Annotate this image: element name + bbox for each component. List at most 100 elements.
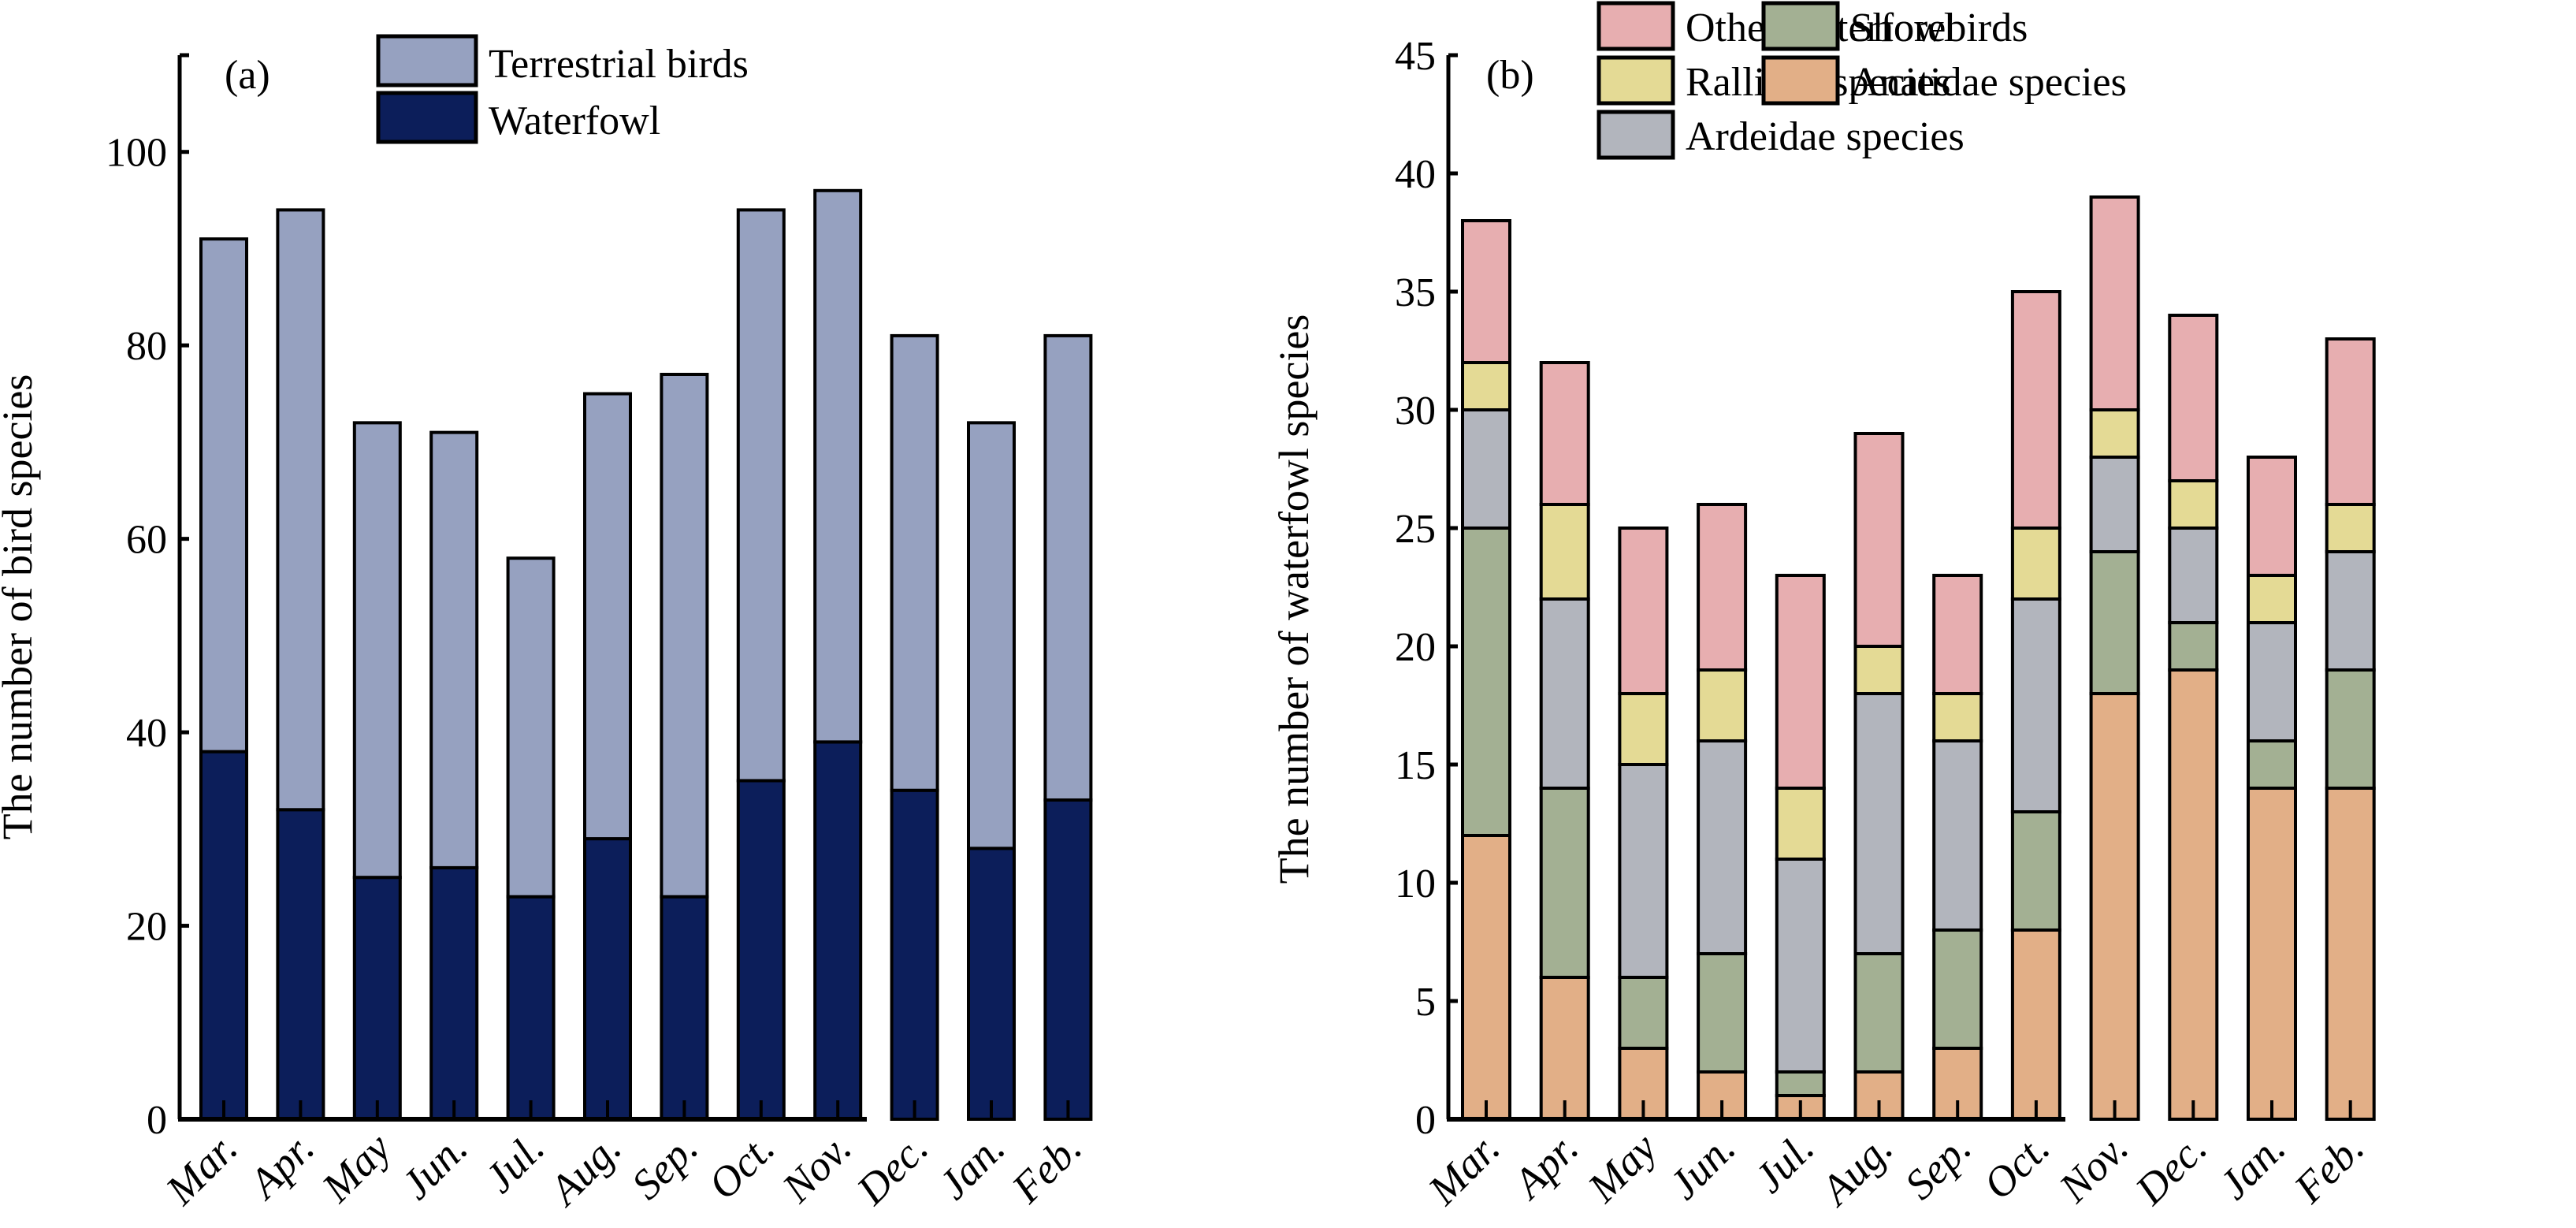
bar-stack-nov (813, 188, 863, 1121)
bar-segment-shorebirds-dec (2168, 621, 2219, 672)
x-tick-label: May (312, 1124, 400, 1211)
bar-stack-mar (1461, 219, 1511, 1121)
legend-label: Ardeidae species (1686, 114, 1965, 159)
bar-segment-anatidae-species-mar (1461, 834, 1511, 1121)
bar-segment-other-waterfowl-jan (2247, 456, 2297, 577)
bar-segment-rallidae-species-sep (1932, 692, 1983, 742)
legend-label: Waterfowl (489, 99, 660, 143)
bar-stack-jun (429, 430, 479, 1121)
y-tick-label: 20 (126, 905, 167, 950)
x-tick-label: Apr. (239, 1124, 323, 1208)
legend-swatch (376, 34, 478, 87)
bar-segment-anatidae-species-feb (2325, 787, 2376, 1121)
bar-segment-terrestrial-birds-nov (813, 188, 863, 744)
x-tick-label: Jan. (2210, 1124, 2294, 1208)
bar-segment-ardeidae-species-sep (1932, 739, 1983, 932)
bar-segment-anatidae-species-oct (2010, 928, 2061, 1121)
bar-stack-apr (276, 208, 325, 1121)
bar-stack-jun (1697, 503, 1748, 1121)
bar-stack-apr (1539, 361, 1590, 1121)
legend-label: Terrestrial birds (489, 42, 749, 87)
legend-swatch (1597, 55, 1675, 106)
bar-segment-waterfowl-aug (583, 837, 632, 1122)
bar-stack-feb (1043, 333, 1093, 1121)
x-tick-label: Feb. (2284, 1124, 2373, 1212)
bar-stack-may (1618, 527, 1669, 1121)
y-tick-label: 15 (1395, 743, 1436, 788)
bar-segment-rallidae-species-nov (2089, 408, 2140, 459)
bar-segment-ardeidae-species-apr (1539, 597, 1590, 790)
bar-segment-rallidae-species-may (1618, 692, 1669, 766)
bar-stack-jan (2247, 456, 2297, 1121)
bar-segment-terrestrial-birds-feb (1043, 333, 1093, 802)
bar-segment-waterfowl-may (352, 876, 402, 1121)
panel-b-label: (b) (1486, 53, 1534, 98)
bar-segment-rallidae-species-mar (1461, 361, 1511, 411)
bar-segment-waterfowl-dec (890, 788, 939, 1122)
y-tick-label: 5 (1415, 980, 1436, 1025)
y-tick-label: 80 (126, 324, 167, 369)
x-tick-label: Oct. (699, 1124, 783, 1208)
x-tick-label: Jul. (475, 1124, 553, 1202)
bar-segment-ardeidae-species-nov (2089, 456, 2140, 553)
x-tick-label: Jan. (929, 1124, 1013, 1208)
bar-segment-ardeidae-species-may (1618, 763, 1669, 979)
x-tick-label: Jun. (392, 1124, 477, 1208)
bar-stack-jul (1775, 574, 1826, 1121)
bar-segment-waterfowl-jan (967, 847, 1016, 1121)
x-tick-label: Jun. (1660, 1124, 1744, 1208)
panel-b-waterfowl-species-chart: (b) The number of waterfowl species 0 5 10… (1270, 1, 2376, 1215)
legend-item-ardeidae-species: Ardeidae species (1597, 110, 1965, 160)
bar-stack-aug (1853, 432, 1905, 1121)
bar-stack-sep (660, 373, 709, 1122)
bar-segment-anatidae-species-apr (1539, 976, 1590, 1121)
x-tick-label: May (1578, 1124, 1666, 1211)
panel-a-y-tick-labels: 0 20 40 60 80 100 (106, 131, 167, 1143)
bar-segment-waterfowl-sep (660, 895, 709, 1122)
bar-segment-anatidae-species-nov (2089, 692, 2140, 1121)
bar-segment-other-waterfowl-feb (2325, 337, 2376, 506)
bar-segment-terrestrial-birds-apr (276, 208, 325, 812)
bar-stack-oct (736, 208, 786, 1121)
y-tick-label: 40 (1395, 152, 1436, 197)
legend-swatch (1597, 1, 1675, 51)
bar-segment-waterfowl-jul (506, 895, 556, 1122)
panel-a-x-tick-labels: Mar.Apr.MayJun.Jul.Aug.Sep.Oct.Nov.Dec.J… (156, 1124, 1091, 1215)
bar-segment-ardeidae-species-oct (2010, 597, 2061, 813)
panel-b-axes (1446, 53, 2352, 1122)
bar-segment-waterfowl-jun (429, 865, 479, 1121)
bar-segment-rallidae-species-apr (1539, 503, 1590, 601)
bar-stack-feb (2325, 337, 2376, 1121)
bar-segment-other-waterfowl-aug (1853, 432, 1905, 648)
bar-stack-jul (506, 556, 556, 1122)
bar-segment-terrestrial-birds-oct (736, 208, 786, 783)
bar-segment-rallidae-species-oct (2010, 527, 2061, 601)
bar-segment-terrestrial-birds-aug (583, 392, 632, 841)
bar-stack-mar (199, 237, 248, 1121)
x-tick-label: Dec. (2126, 1124, 2216, 1214)
legend-item-shorebirds: Shorebirds (1761, 1, 2028, 51)
bar-segment-ardeidae-species-jan (2247, 621, 2297, 742)
x-tick-label: Jul. (1745, 1124, 1823, 1202)
bar-segment-shorebirds-nov (2089, 550, 2140, 695)
bar-segment-rallidae-species-jun (1697, 668, 1748, 742)
x-tick-label: Sep. (1896, 1124, 1980, 1208)
y-tick-label: 35 (1395, 270, 1436, 315)
bar-segment-other-waterfowl-jun (1697, 503, 1748, 672)
bar-segment-terrestrial-birds-sep (660, 373, 709, 899)
bar-segment-terrestrial-birds-mar (199, 237, 248, 754)
bar-segment-shorebirds-may (1618, 976, 1669, 1050)
bar-segment-shorebirds-apr (1539, 787, 1590, 979)
bar-segment-shorebirds-oct (2010, 810, 2061, 932)
bar-segment-rallidae-species-jan (2247, 574, 2297, 624)
x-tick-label: Oct. (1974, 1124, 2058, 1208)
legend-item-anatidae-species: Anatidae species (1761, 55, 2127, 106)
y-tick-label: 60 (126, 518, 167, 563)
x-tick-label: Sep. (623, 1124, 707, 1208)
y-tick-label: 25 (1395, 507, 1436, 552)
bar-segment-shorebirds-jun (1697, 952, 1748, 1074)
legend-label: Anatidae species (1850, 60, 2127, 105)
legend-item-terrestrial-birds: Terrestrial birds (376, 34, 749, 87)
y-tick-label: 20 (1395, 625, 1436, 670)
